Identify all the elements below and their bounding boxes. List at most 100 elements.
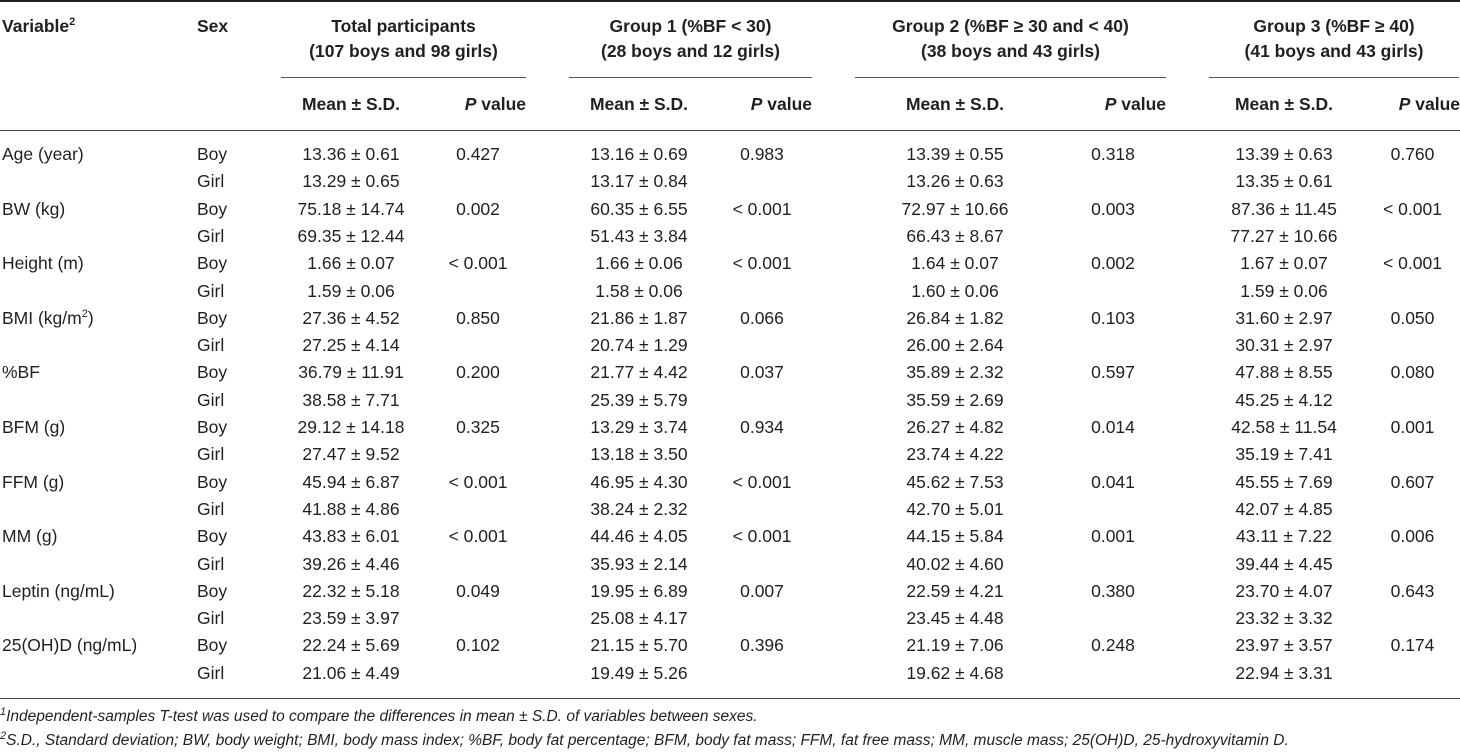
footnote-1: 1Independent-samples T-test was used to … xyxy=(0,705,758,726)
row-sex-girl: Girl xyxy=(197,553,225,574)
row-variable-text: BMI (kg/m xyxy=(2,307,82,328)
cell-mean-boy: 19.95 ± 6.89 xyxy=(590,580,688,601)
footnote-2-sup: 2 xyxy=(0,729,7,742)
cell-p-value: 0.001 xyxy=(1390,417,1435,437)
cell-mean-boy: 13.39 ± 0.63 xyxy=(1235,144,1333,164)
cell-mean-girl: 26.00 ± 2.64 xyxy=(906,335,1004,356)
cell-mean-boy: 1.66 ± 0.07 xyxy=(307,253,395,274)
cell-mean-girl: 23.59 ± 3.97 xyxy=(302,608,400,629)
cell-mean-girl: 23.32 ± 3.32 xyxy=(1235,608,1333,629)
row-sex-boy: Boy xyxy=(197,526,228,547)
cell-mean-girl: 35.59 ± 2.69 xyxy=(906,389,1004,410)
subheader-mean-3: Mean ± S.D. xyxy=(1234,94,1334,114)
cell-mean-girl: 13.35 ± 0.61 xyxy=(1235,171,1333,192)
row-variable-sup: 2 xyxy=(81,307,88,320)
row-variable: Age (year) xyxy=(2,143,84,165)
cell-p-value: < 0.001 xyxy=(732,526,792,547)
row-variable: MM (g) xyxy=(2,525,57,547)
row-sex-girl: Girl xyxy=(197,662,225,683)
cell-p-value: 0.001 xyxy=(1091,526,1135,547)
footnote-1-sup: 1 xyxy=(0,705,7,718)
row-variable: %BF xyxy=(2,361,40,383)
group-rule-g3 xyxy=(1209,77,1459,78)
cell-mean-boy: 46.95 ± 4.30 xyxy=(590,471,688,492)
cell-mean-girl: 27.47 ± 9.52 xyxy=(302,444,400,465)
cell-mean-girl: 13.18 ± 3.50 xyxy=(590,444,688,465)
cell-mean-boy: 87.36 ± 11.45 xyxy=(1231,198,1337,219)
header-group-2-line1: Group 2 (%BF ≥ 30 and < 40) xyxy=(892,16,1129,36)
cell-mean-boy: 45.94 ± 6.87 xyxy=(302,471,400,492)
cell-p-value: 0.103 xyxy=(1091,307,1135,328)
cell-p-value: 0.049 xyxy=(456,580,500,601)
subheader-p-italic-2: P xyxy=(1104,94,1117,114)
cell-p-value: 0.200 xyxy=(456,362,500,383)
subheader-p-value-3: P value xyxy=(1365,92,1460,117)
cell-p-value: 0.850 xyxy=(456,307,500,328)
cell-mean-boy: 31.60 ± 2.97 xyxy=(1235,307,1333,328)
footnote-1-text: Independent-samples T-test was used to c… xyxy=(6,708,758,725)
header-group-total-line1: Total participants xyxy=(331,16,476,36)
row-sex-boy: Boy xyxy=(197,471,228,492)
subheader-p-value-1: P value xyxy=(712,92,812,117)
cell-mean-boy: 44.15 ± 5.84 xyxy=(906,526,1004,547)
cell-mean-boy: 22.32 ± 5.18 xyxy=(302,580,400,601)
cell-mean-boy: 23.70 ± 4.07 xyxy=(1235,580,1333,601)
cell-mean-girl: 35.93 ± 2.14 xyxy=(590,553,688,574)
header-group-3: Group 3 (%BF ≥ 40) (41 boys and 43 girls… xyxy=(1209,14,1459,64)
cell-p-value: 0.003 xyxy=(1091,198,1135,219)
cell-mean-girl: 40.02 ± 4.60 xyxy=(906,553,1004,574)
row-variable-text: Height (m) xyxy=(2,253,84,274)
cell-p-value: 0.002 xyxy=(1091,253,1135,274)
subheader-p-rest-3: value xyxy=(1410,94,1460,114)
cell-mean-girl: 39.26 ± 4.46 xyxy=(302,553,400,574)
cell-mean-girl: 19.49 ± 5.26 xyxy=(590,662,688,683)
header-variable: Variable2 xyxy=(2,14,75,39)
cell-p-value: < 0.001 xyxy=(732,198,792,219)
cell-p-value: 0.318 xyxy=(1091,144,1135,164)
row-variable: Height (m) xyxy=(2,252,84,274)
row-variable: Leptin (ng/mL) xyxy=(2,580,115,602)
cell-mean-girl: 1.59 ± 0.06 xyxy=(1240,280,1328,301)
row-variable: BMI (kg/m2) xyxy=(2,307,94,329)
cell-p-value: < 0.001 xyxy=(732,253,792,274)
cell-p-value: 0.002 xyxy=(456,198,500,219)
cell-mean-boy: 43.83 ± 6.01 xyxy=(302,526,400,547)
footnote-2-text: S.D., Standard deviation; BW, body weigh… xyxy=(6,732,1289,749)
cell-mean-boy: 43.11 ± 7.22 xyxy=(1236,526,1332,547)
cell-mean-girl: 21.06 ± 4.49 xyxy=(302,662,400,683)
cell-mean-girl: 20.74 ± 1.29 xyxy=(590,335,688,356)
subheader-p-value-2: P value xyxy=(1060,92,1166,117)
cell-mean-boy: 21.19 ± 7.06 xyxy=(906,635,1004,656)
cell-mean-girl: 1.60 ± 0.06 xyxy=(911,280,999,301)
row-variable-text: FFM (g) xyxy=(2,471,65,492)
subheader-p-value-0: P value xyxy=(430,92,526,117)
row-sex-girl: Girl xyxy=(197,608,225,629)
subheader-p-rest-0: value xyxy=(476,94,526,114)
header-group-2: Group 2 (%BF ≥ 30 and < 40) (38 boys and… xyxy=(855,14,1166,64)
subheader-p-rest-2: value xyxy=(1116,94,1166,114)
cell-p-value: 0.041 xyxy=(1091,471,1135,492)
cell-p-value: < 0.001 xyxy=(448,471,508,492)
cell-mean-boy: 21.15 ± 5.70 xyxy=(590,635,688,656)
cell-mean-boy: 13.16 ± 0.69 xyxy=(590,144,688,164)
cell-mean-girl: 27.25 ± 4.14 xyxy=(302,335,400,356)
cell-p-value: 0.643 xyxy=(1390,580,1435,601)
cell-mean-girl: 22.94 ± 3.31 xyxy=(1235,662,1333,683)
header-variable-text: Variable xyxy=(2,16,70,36)
cell-mean-boy: 21.77 ± 4.42 xyxy=(590,362,688,383)
subheader-p-italic-0: P xyxy=(464,94,477,114)
cell-mean-boy: 36.79 ± 11.91 xyxy=(298,362,404,383)
cell-mean-girl: 19.62 ± 4.68 xyxy=(906,662,1004,683)
row-sex-boy: Boy xyxy=(197,253,228,274)
cell-mean-girl: 41.88 ± 4.86 xyxy=(302,498,400,519)
cell-mean-boy: 27.36 ± 4.52 xyxy=(302,307,400,328)
cell-mean-boy: 13.36 ± 0.61 xyxy=(302,144,400,164)
cell-mean-boy: 47.88 ± 8.55 xyxy=(1235,362,1333,383)
cell-mean-boy: 21.86 ± 1.87 xyxy=(590,307,688,328)
row-variable-text: Age (year) xyxy=(2,144,84,164)
row-variable: 25(OH)D (ng/mL) xyxy=(2,634,137,656)
cell-mean-boy: 45.62 ± 7.53 xyxy=(906,471,1004,492)
cell-mean-girl: 77.27 ± 10.66 xyxy=(1230,225,1338,246)
subheader-p-rest-1: value xyxy=(762,94,812,114)
cell-mean-girl: 38.24 ± 2.32 xyxy=(590,498,688,519)
